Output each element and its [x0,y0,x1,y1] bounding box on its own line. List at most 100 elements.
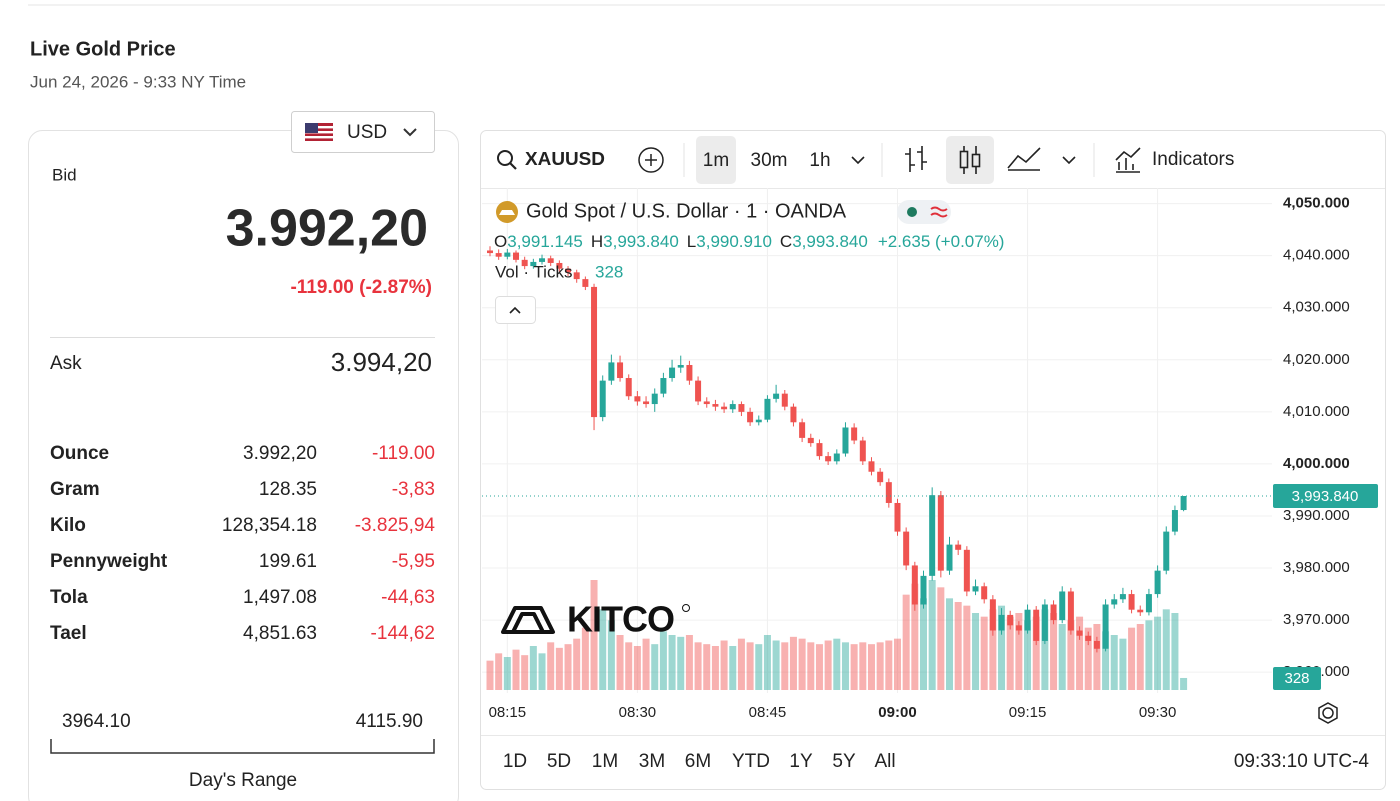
candle-body [703,401,710,405]
candles-icon-body[interactable] [971,153,981,168]
volume-bar [573,638,581,690]
ohlc-value: 3,993.840 [792,232,868,251]
volume-bar [937,587,945,690]
candle-body [669,367,676,379]
range-button[interactable]: 6M [685,751,711,772]
unit-change: -44,63 [381,587,435,608]
y-tick-label: 4,010.000 [1283,403,1350,420]
volume-bar [1041,609,1049,690]
bars-icon[interactable] [905,146,927,172]
unit-table: Ounce 3.992,20 -119.00 Gram 128.35 -3,83 Kilo 1… [50,443,435,644]
interval-button[interactable]: 30m [751,150,788,171]
volume-bar [720,640,728,690]
volume-bar [755,644,763,690]
volume-bar [529,646,537,690]
range-button[interactable]: YTD [732,751,770,772]
candle-body [634,396,641,402]
volume-bar [512,649,520,690]
range-button[interactable]: 1D [503,751,527,772]
collapse-legend[interactable] [495,296,536,324]
volume-bar [815,644,823,690]
add-symbol[interactable] [638,147,664,173]
bid-change: -119.00 (-2.87%) [290,277,432,298]
candle-body [1033,609,1040,641]
symbol[interactable]: XAUUSD [525,149,605,169]
candle-body [625,378,632,397]
volume-bar [789,636,797,690]
volume-bar [1128,627,1136,690]
range-button[interactable]: 5D [547,751,571,772]
volume-bar [920,598,927,690]
x-tick-label: 08:45 [749,704,787,721]
range-button[interactable]: 5Y [832,751,856,772]
unit-name: Ounce [50,443,109,464]
currency-select[interactable]: USD [291,111,435,153]
volume-bar [659,631,667,690]
interval-selected-bg [696,136,736,184]
volume-bar [521,655,529,690]
candle-body [747,411,754,423]
candle-body [1163,531,1170,571]
volume-bar [824,640,832,690]
ohlc-key: L [687,232,696,251]
candle-body [825,456,832,462]
candle-body [591,286,598,418]
add-icon[interactable] [638,147,664,173]
candle-body [894,502,901,532]
volume-bar [625,642,633,690]
currency-box[interactable] [291,111,435,153]
candle-body [1128,594,1135,610]
candle-body [643,401,650,405]
candle-body [556,262,563,269]
currency-label[interactable]: USD [347,122,387,143]
volume-bar [954,602,962,690]
candle-body [547,258,554,263]
unit-change: -144,62 [371,623,435,644]
volume-bar [1015,613,1023,690]
volume-bar [902,594,910,690]
candle-body [495,253,502,257]
candles-icon-body[interactable] [959,150,969,169]
volume-bar [581,627,589,690]
x-tick-label: 09:30 [1139,704,1177,721]
range-button[interactable]: 3M [639,751,665,772]
symbol-search[interactable]: XAUUSD [497,149,605,170]
area-icon[interactable] [1007,147,1041,171]
volume-bar [850,644,858,690]
gold-icon-bar [499,210,515,215]
range-button[interactable]: 1Y [789,751,813,772]
candle-body [573,272,580,280]
ohlc-value: 3,991.145 [507,232,583,251]
volume-bar [859,642,867,690]
ask-label: Ask [50,353,82,374]
volume-bar [1136,624,1144,690]
volume-bar [893,638,901,690]
y-tick-label: 4,020.000 [1283,351,1350,368]
range-button[interactable]: 1M [592,751,618,772]
candle-body [1111,599,1118,605]
volume-bar [1084,627,1092,690]
candle-body [1102,604,1109,649]
candle-body [833,453,840,462]
volume-bar [1180,677,1188,690]
axis-settings[interactable] [1318,702,1338,724]
candle-body [911,565,918,605]
interval-button[interactable]: 1h [809,150,830,171]
interval-group: 1m 30m 1h [703,150,831,171]
chart-type-chevron[interactable] [1062,156,1076,165]
volume-legend-value: 328 [595,262,623,281]
unit-change: -5,95 [392,551,435,572]
volume-bar [703,644,711,690]
candle-body [1076,630,1083,636]
axes: 3,960.0003,970.0003,980.0003,990.0004,00… [489,195,1378,721]
volume-bar [1162,609,1170,690]
candle-body [842,427,849,454]
candle-body [1059,591,1066,621]
indicators-icon[interactable] [1115,147,1141,173]
interval-button[interactable]: 1m [703,150,729,171]
unit-price: 3.992,20 [243,443,317,464]
indicators-button[interactable]: Indicators [1152,149,1234,170]
range-button[interactable]: All [874,751,895,772]
interval-chevron[interactable] [851,156,865,165]
ohlc-change: +2.635 (+0.07%) [878,232,1005,251]
